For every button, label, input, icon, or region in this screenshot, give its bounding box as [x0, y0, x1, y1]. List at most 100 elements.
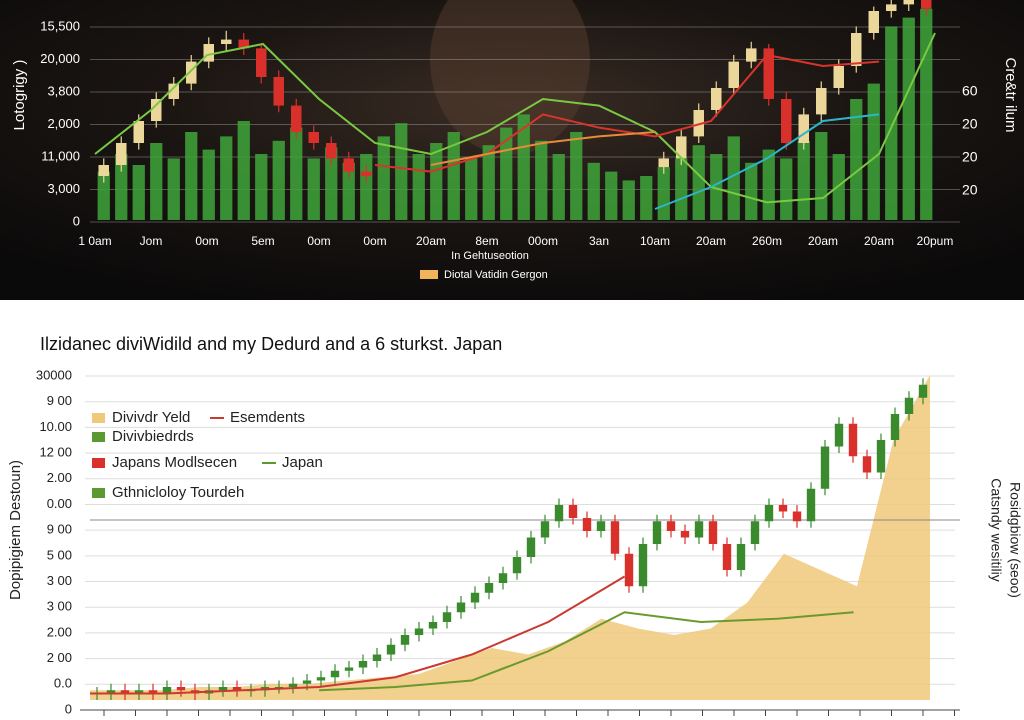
- legend-label: Divivbiedrds: [112, 428, 194, 445]
- volume-bar: [290, 127, 303, 220]
- line: [374, 53, 880, 173]
- y-tick-label: 3 00: [47, 599, 72, 614]
- y-axis-label: Lotogrigy ): [11, 60, 28, 131]
- volume-bar: [255, 154, 268, 220]
- candle-body: [903, 0, 914, 5]
- y-tick-label: 0: [73, 213, 80, 228]
- y-tick-label: 15,500: [40, 18, 80, 33]
- candle-body: [693, 110, 704, 137]
- legend-label: Divivdr Yeld: [112, 409, 190, 426]
- x-tick-label: 20am: [808, 234, 838, 248]
- volume-bar: [482, 145, 495, 220]
- candle-body: [274, 687, 284, 688]
- x-tick-label: 20am: [696, 234, 726, 248]
- candle-body: [218, 687, 228, 691]
- volume-bar: [412, 154, 425, 220]
- y2-tick-label: 20: [962, 182, 978, 198]
- volume-bar: [237, 121, 250, 220]
- y-tick-label: 0.0: [54, 676, 72, 691]
- y-tick-label: 3,800: [47, 83, 80, 98]
- candle-body: [512, 557, 522, 574]
- legend-swatch: [92, 413, 105, 423]
- candle-body: [106, 690, 116, 694]
- candle-body: [302, 680, 312, 684]
- candle-body: [728, 61, 739, 88]
- candle-body: [358, 661, 368, 668]
- volume-bar: [710, 154, 723, 220]
- y-tick-label: 2 00: [47, 650, 72, 665]
- candle-body: [722, 544, 732, 570]
- candle-body: [876, 440, 886, 473]
- volume-bar: [885, 26, 898, 221]
- candle-body: [442, 612, 452, 622]
- volume-bar: [115, 154, 128, 220]
- legend-label: Esemdents: [230, 409, 305, 426]
- candle-body: [666, 521, 676, 531]
- volume-bar: [692, 145, 705, 220]
- candle-body: [676, 136, 687, 159]
- volume-bar: [570, 132, 583, 220]
- candle-body: [834, 423, 844, 447]
- candle-body: [162, 687, 172, 694]
- y-tick-label: 20,000: [40, 51, 80, 66]
- volume-bar: [815, 132, 828, 220]
- candle-body: [540, 521, 550, 538]
- y2-axis-label: Catsndy wesitiliy: [988, 478, 1004, 581]
- candle-body: [308, 132, 319, 143]
- candle-body: [273, 77, 284, 106]
- x-tick-label: 0om: [307, 234, 330, 248]
- volume-bar: [272, 140, 285, 220]
- candle-body: [781, 99, 792, 143]
- x-tick-label: 3an: [589, 234, 609, 248]
- candle-body: [148, 690, 158, 694]
- y-tick-label: 9 00: [47, 393, 72, 408]
- candle-body: [798, 114, 809, 143]
- candle-body: [168, 83, 179, 99]
- candle-body: [886, 4, 897, 11]
- candle-body: [862, 456, 872, 473]
- line: [654, 113, 880, 210]
- legend-label: Japans Modlsecen: [112, 454, 237, 471]
- candle-body: [133, 121, 144, 143]
- candle-body: [554, 505, 564, 522]
- y-tick-label: 0: [65, 701, 72, 716]
- y2-axis-label: Rosidgbiow (seoo): [1007, 482, 1023, 598]
- candle-body: [890, 414, 900, 440]
- candle-body: [764, 505, 774, 522]
- volume-bar: [622, 180, 635, 220]
- volume-bar: [185, 132, 198, 220]
- y2-tick-label: 20: [962, 149, 978, 165]
- volume-bar: [832, 154, 845, 220]
- x-tick-label: 0om: [363, 234, 386, 248]
- y-tick-label: 30000: [36, 367, 72, 382]
- y2-tick-label: 60: [962, 83, 978, 99]
- candle-body: [711, 88, 722, 110]
- volume-bar: [867, 83, 880, 220]
- y-tick-label: 9 00: [47, 522, 72, 537]
- candle-body: [851, 33, 862, 66]
- candle-body: [868, 11, 879, 33]
- y-tick-label: 3,000: [47, 181, 80, 196]
- y-tick-label: 2.00: [47, 470, 72, 485]
- x-tick-label: 5em: [251, 234, 274, 248]
- volume-bar: [727, 136, 740, 220]
- candle-body: [484, 583, 494, 593]
- x-tick-label: 20am: [416, 234, 446, 248]
- candle-body: [921, 0, 932, 9]
- line: [90, 575, 626, 695]
- volume-bar: [850, 99, 863, 220]
- candle-body: [414, 628, 424, 635]
- candle-body: [400, 635, 410, 645]
- y2-axis-label: Cre&tr ilum: [1002, 57, 1019, 132]
- y-axis-label: Dopipigiem Destoun): [7, 460, 24, 600]
- candle-body: [256, 48, 267, 77]
- volume-bar: [902, 17, 915, 220]
- volume-bar: [342, 162, 355, 220]
- legend-swatch: [92, 458, 105, 468]
- legend-label: Japan: [282, 454, 323, 471]
- candle-body: [904, 397, 914, 414]
- chart-title: Ilzidanec diviWidild and my Dedurd and a…: [40, 334, 502, 354]
- volume-bar: [605, 171, 618, 220]
- volume-bar: [517, 114, 530, 220]
- candle-body: [792, 511, 802, 522]
